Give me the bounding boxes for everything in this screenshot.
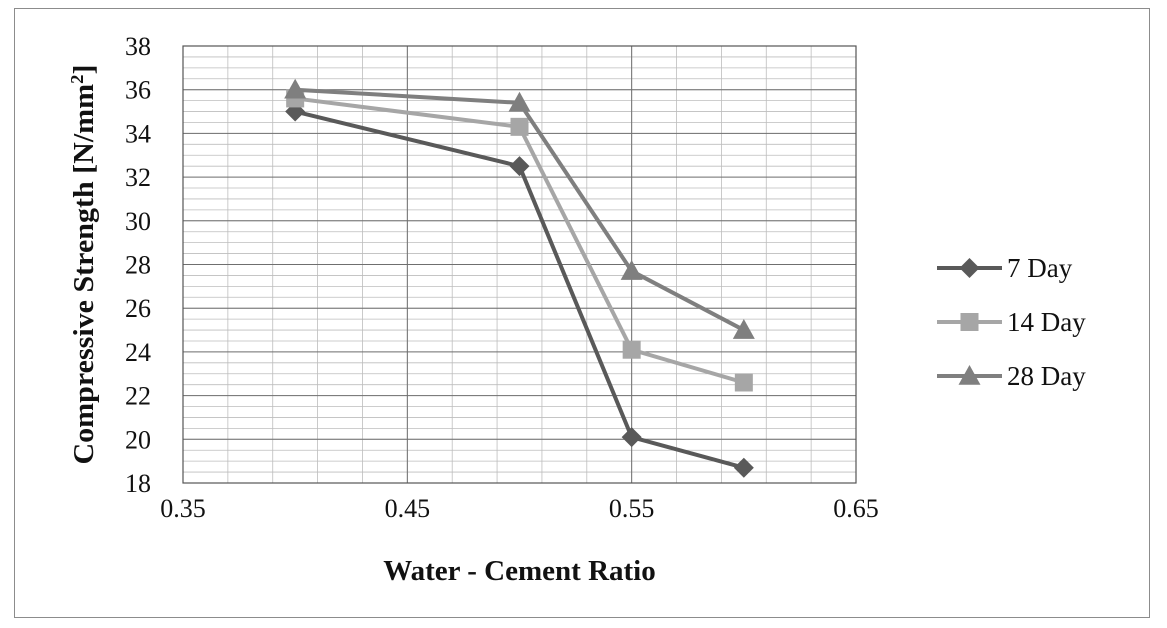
data-point-28-day (620, 260, 643, 280)
legend-marker-7-day (959, 258, 980, 278)
legend-marker-14-day (960, 313, 979, 331)
legend-label-7-day: 7 Day (1007, 253, 1073, 283)
series-line-7-day (294, 109, 745, 470)
x-tick-label: 0.65 (833, 494, 879, 523)
legend-item-14-day: 14 Day (937, 307, 1086, 337)
series-line-14-day (294, 96, 745, 385)
y-tick-label: 36 (125, 76, 151, 105)
data-point-28-day (732, 319, 755, 339)
data-point-28-day (508, 91, 531, 112)
y-tick-label: 28 (125, 251, 151, 280)
data-point-28-day (284, 78, 307, 99)
y-axis-title: Compressive Strength [N/mm2] (67, 65, 100, 465)
plot-area-border (182, 45, 857, 484)
legend: 7 Day 14 Day 28 Day (937, 253, 1086, 391)
series-layer (284, 78, 755, 478)
y-tick-label: 30 (125, 207, 151, 236)
legend-label-28-day: 28 Day (1007, 361, 1086, 391)
y-tick-label: 32 (125, 163, 151, 192)
series-28-day (284, 78, 755, 339)
y-tick-label: 38 (125, 32, 151, 61)
y-axis-title-superscript: 2 (67, 75, 87, 84)
legend-marker-28-day (958, 365, 981, 385)
legend-label-14-day: 14 Day (1007, 307, 1086, 337)
legend-item-28-day: 28 Day (937, 361, 1086, 391)
y-tick-label: 26 (125, 294, 151, 323)
y-tick-label: 20 (125, 425, 151, 454)
x-tick-label: 0.45 (385, 494, 431, 523)
data-point-7-day (733, 457, 754, 478)
data-point-14-day (510, 117, 529, 136)
data-point-7-day (621, 427, 642, 448)
y-axis-tick-labels: 18 20 22 24 26 28 30 32 34 36 38 (125, 32, 151, 498)
y-tick-label: 18 (125, 469, 151, 498)
x-tick-label: 0.35 (160, 494, 206, 523)
data-point-14-day (622, 340, 641, 359)
y-tick-label: 34 (125, 119, 151, 148)
data-point-7-day (509, 156, 530, 177)
series-7-day (285, 101, 754, 478)
data-point-14-day (734, 373, 753, 392)
y-axis-title-close: ] (68, 65, 100, 75)
x-axis-tick-labels: 0.35 0.45 0.55 0.65 (160, 494, 879, 523)
series-line-28-day (295, 87, 745, 332)
y-tick-label: 24 (125, 338, 151, 367)
legend-item-7-day: 7 Day (937, 253, 1073, 283)
x-tick-label: 0.55 (609, 494, 655, 523)
x-axis-title: Water - Cement Ratio (383, 555, 655, 587)
y-axis-title-main: Compressive Strength [N/mm (68, 84, 100, 465)
y-tick-label: 22 (125, 382, 151, 411)
series-14-day (286, 89, 753, 392)
